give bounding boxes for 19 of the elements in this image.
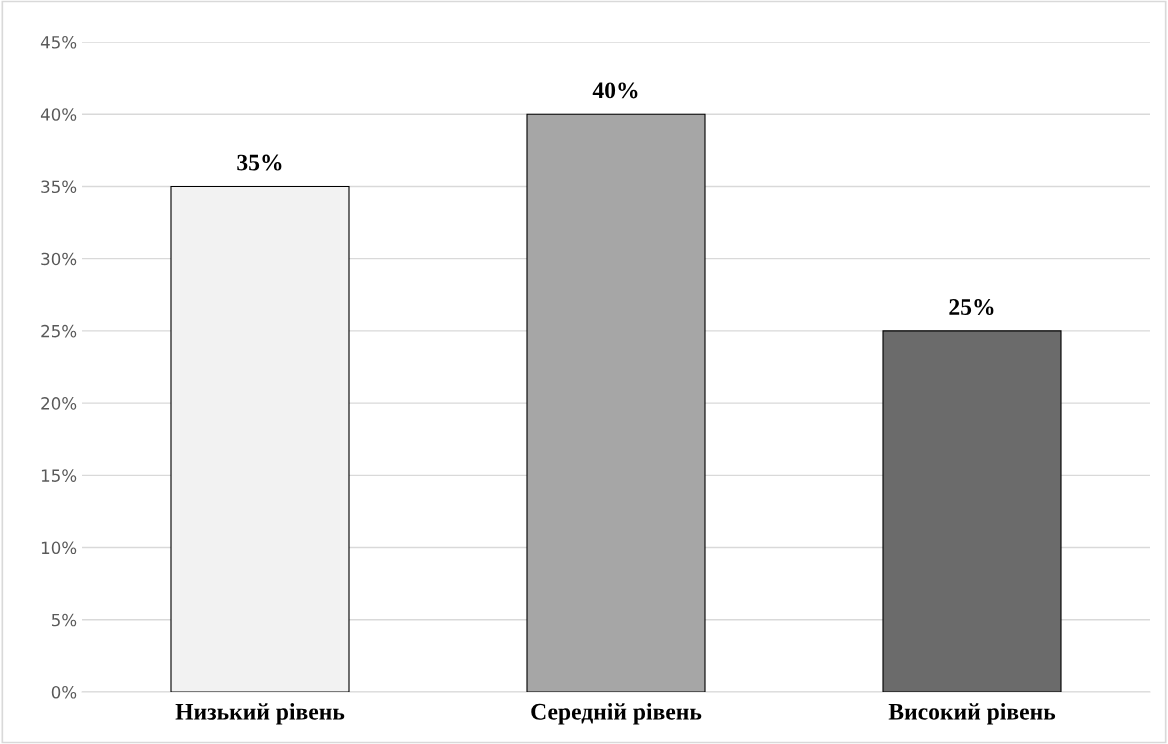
y-tick-label: 45% (40, 35, 77, 49)
y-tick-label: 40% (40, 108, 77, 121)
x-tick-label: Високий рівень (888, 703, 1056, 725)
bar (170, 185, 350, 692)
x-tick-label: Низький рівень (175, 703, 345, 725)
y-tick-label: 15% (41, 469, 77, 482)
y-tick-label: 30% (41, 252, 77, 266)
y-tick-label: 0% (51, 685, 77, 699)
y-tick-label: 35% (41, 180, 77, 194)
bar (526, 113, 706, 692)
x-tick-label: Середній рівень (531, 703, 702, 725)
y-tick-label: 5% (51, 613, 77, 627)
data-label: 40% (592, 82, 638, 99)
y-tick-label: 20% (41, 397, 77, 410)
y-tick-label: 10% (41, 541, 77, 555)
data-label: 25% (949, 299, 994, 316)
y-tick-label: 25% (41, 324, 77, 338)
data-label: 35% (237, 154, 282, 171)
bar (882, 330, 1062, 692)
